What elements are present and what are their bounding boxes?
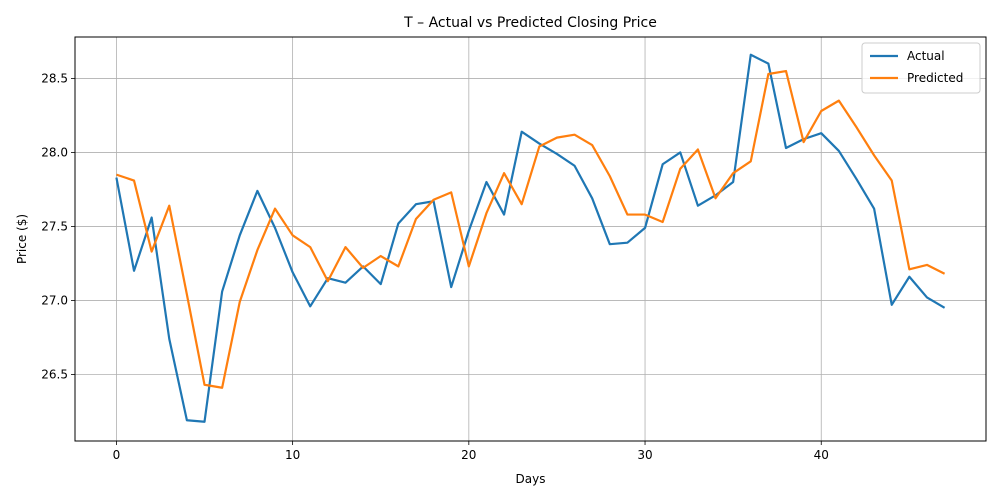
- x-tick-label: 0: [113, 448, 121, 462]
- y-tick-label: 28.5: [41, 71, 68, 85]
- y-axis-ticks: 26.5 27.0 27.5 28.0 28.5: [41, 71, 75, 381]
- y-tick-label: 27.5: [41, 219, 68, 233]
- series-line-actual: [115, 53, 946, 423]
- x-tick-label: 20: [461, 448, 476, 462]
- legend-entry: Actual: [907, 49, 945, 63]
- legend: Actual Predicted: [861, 42, 981, 94]
- y-tick-label: 27.0: [41, 293, 68, 307]
- legend-entry: Predicted: [907, 71, 963, 85]
- series-lines: [115, 53, 946, 423]
- y-tick-label: 26.5: [41, 367, 68, 381]
- x-axis-ticks: 0 10 20 30 40: [113, 441, 829, 462]
- x-tick-label: 10: [285, 448, 300, 462]
- x-axis-label: Days: [516, 472, 546, 486]
- chart-title: T – Actual vs Predicted Closing Price: [403, 15, 657, 31]
- y-axis-label: Price ($): [15, 214, 29, 264]
- plot-frame: [74, 36, 987, 442]
- x-tick-label: 30: [637, 448, 652, 462]
- y-tick-label: 28.0: [41, 145, 68, 159]
- x-tick-label: 40: [814, 448, 829, 462]
- series-line-predicted: [116, 69, 946, 389]
- grid: [75, 37, 986, 441]
